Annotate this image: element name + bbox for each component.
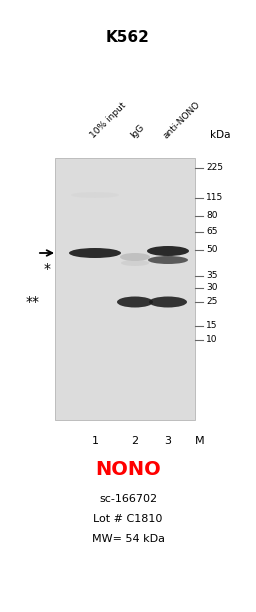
Text: 35: 35 <box>206 272 218 280</box>
Text: anti-NONO: anti-NONO <box>162 100 202 140</box>
Text: IgG: IgG <box>129 123 146 140</box>
Ellipse shape <box>147 246 189 256</box>
Text: 30: 30 <box>206 283 218 293</box>
Ellipse shape <box>120 253 150 261</box>
Ellipse shape <box>149 296 187 307</box>
Text: Lot # C1810: Lot # C1810 <box>93 514 163 524</box>
Text: kDa: kDa <box>210 130 230 140</box>
Text: **: ** <box>26 295 40 309</box>
Text: *: * <box>44 262 50 276</box>
Ellipse shape <box>71 192 119 198</box>
Text: MW= 54 kDa: MW= 54 kDa <box>91 534 165 544</box>
Text: 2: 2 <box>131 436 138 446</box>
Text: 10: 10 <box>206 335 218 345</box>
Ellipse shape <box>148 256 188 264</box>
Text: 10% input: 10% input <box>89 101 128 140</box>
Text: 225: 225 <box>206 163 223 173</box>
Text: K562: K562 <box>106 30 150 45</box>
Text: 3: 3 <box>165 436 172 446</box>
Text: 65: 65 <box>206 228 218 236</box>
Ellipse shape <box>69 248 121 258</box>
Text: NONO: NONO <box>95 460 161 479</box>
Text: 115: 115 <box>206 193 223 203</box>
Text: 15: 15 <box>206 321 218 330</box>
Ellipse shape <box>121 260 149 266</box>
Text: 25: 25 <box>206 297 217 307</box>
Text: 1: 1 <box>91 436 99 446</box>
Text: 80: 80 <box>206 212 218 220</box>
Bar <box>55 158 195 420</box>
Text: 50: 50 <box>206 245 218 255</box>
Text: M: M <box>195 436 205 446</box>
Text: sc-166702: sc-166702 <box>99 494 157 504</box>
Ellipse shape <box>117 296 153 307</box>
